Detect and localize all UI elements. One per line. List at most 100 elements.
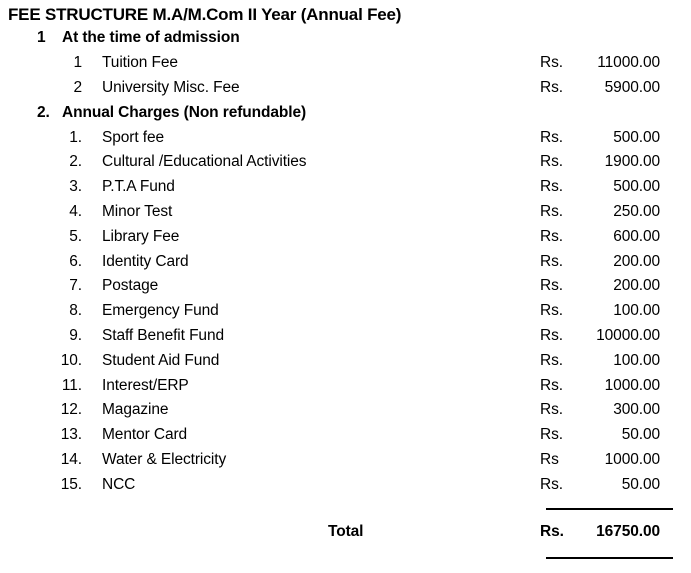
amount-value: 200.00 — [613, 252, 660, 270]
item-label: University Misc. Fee — [102, 78, 240, 96]
fee-item-row: 1 Tuition Fee Rs. 11000.00 — [0, 51, 691, 76]
item-number: 15. — [60, 475, 82, 493]
currency-label: Rs. — [540, 401, 563, 419]
item-number: 1. — [69, 128, 82, 146]
amount-value: 200.00 — [613, 277, 660, 295]
item-label: Interest/ERP — [102, 376, 189, 394]
amount-value: 10000.00 — [596, 326, 660, 344]
currency-label: Rs. — [540, 351, 563, 369]
fee-item-row: 15. NCC Rs. 50.00 — [0, 472, 691, 497]
amount-value: 500.00 — [613, 128, 660, 146]
section-heading-row: 1 At the time of admission — [0, 26, 691, 51]
fee-item-row: 13. Mentor Card Rs. 50.00 — [0, 423, 691, 448]
section-number: 1 — [37, 29, 46, 47]
item-number: 6. — [69, 252, 82, 270]
section-heading: Annual Charges (Non refundable) — [62, 103, 307, 121]
amount-value: 300.00 — [613, 401, 660, 419]
item-label: NCC — [102, 475, 136, 493]
item-label: Sport fee — [102, 128, 165, 146]
fee-item-row: 2. Cultural /Educational Activities Rs. 190… — [0, 150, 691, 175]
item-number: 2 — [73, 78, 82, 96]
currency-label: Rs. — [540, 153, 563, 171]
fee-item-row: 5. Library Fee Rs. 600.00 — [0, 224, 691, 249]
item-label: Emergency Fund — [102, 302, 219, 320]
currency-label: Rs. — [540, 277, 563, 295]
item-label: Staff Benefit Fund — [102, 326, 224, 344]
fee-table: 1 At the time of admission 1 Tuition Fee Rs.… — [0, 26, 691, 497]
section-heading: At the time of admission — [62, 29, 240, 47]
item-number: 11. — [61, 376, 82, 394]
total-rule-bottom — [546, 557, 673, 560]
total-row: Total Rs. 16750.00 — [0, 519, 691, 544]
item-label: Mentor Card — [102, 426, 188, 444]
item-label: Minor Test — [102, 202, 173, 220]
amount-value: 1900.00 — [604, 153, 660, 171]
fee-item-row: 7. Postage Rs. 200.00 — [0, 274, 691, 299]
currency-label: Rs. — [540, 54, 563, 72]
fee-item-row: 11. Interest/ERP Rs. 1000.00 — [0, 373, 691, 398]
currency-label: Rs. — [540, 376, 563, 394]
section-heading-row: 2. Annual Charges (Non refundable) — [0, 100, 691, 125]
currency-label: Rs. — [540, 128, 563, 146]
amount-value: 100.00 — [613, 302, 660, 320]
currency-label: Rs — [540, 450, 559, 468]
item-number: 5. — [69, 227, 82, 245]
item-label: Tuition Fee — [102, 54, 178, 72]
amount-value: 50.00 — [621, 426, 660, 444]
item-label: Library Fee — [102, 227, 180, 245]
amount-value: 50.00 — [621, 475, 660, 493]
fee-item-row: 1. Sport fee Rs. 500.00 — [0, 125, 691, 150]
amount-value: 600.00 — [613, 227, 660, 245]
item-number: 8. — [69, 302, 82, 320]
item-number: 1 — [73, 54, 82, 72]
item-label: Cultural /Educational Activities — [102, 153, 307, 171]
item-label: Postage — [102, 277, 159, 295]
item-label: Water & Electricity — [102, 450, 227, 468]
item-number: 9. — [69, 326, 82, 344]
currency-label: Rs. — [540, 178, 563, 196]
currency-label: Rs. — [540, 227, 563, 245]
currency-label: Rs. — [540, 426, 563, 444]
fee-item-row: 10. Student Aid Fund Rs. 100.00 — [0, 348, 691, 373]
item-label: Magazine — [102, 401, 169, 419]
item-label: Student Aid Fund — [102, 351, 220, 369]
item-number: 14. — [60, 450, 82, 468]
item-number: 2. — [69, 153, 82, 171]
fee-item-row: 9. Staff Benefit Fund Rs. 10000.00 — [0, 324, 691, 349]
fee-item-row: 4. Minor Test Rs. 250.00 — [0, 200, 691, 225]
item-number: 13. — [60, 426, 82, 444]
amount-value: 500.00 — [613, 178, 660, 196]
total-rule-top — [546, 508, 673, 511]
currency-label: Rs. — [540, 475, 563, 493]
item-number: 12. — [60, 401, 82, 419]
currency-label: Rs. — [540, 202, 563, 220]
amount-value: 250.00 — [613, 202, 660, 220]
currency-label: Rs. — [540, 252, 563, 270]
fee-item-row: 3. P.T.A Fund Rs. 500.00 — [0, 175, 691, 200]
fee-item-row: 8. Emergency Fund Rs. 100.00 — [0, 299, 691, 324]
fee-item-row: 14. Water & Electricity Rs 1000.00 — [0, 448, 691, 473]
currency-label: Rs. — [540, 302, 563, 320]
amount-value: 11000.00 — [597, 54, 660, 72]
fee-item-row: 12. Magazine Rs. 300.00 — [0, 398, 691, 423]
fee-item-row: 6. Identity Card Rs. 200.00 — [0, 249, 691, 274]
item-number: 4. — [69, 202, 82, 220]
item-number: 3. — [69, 178, 82, 196]
item-label: P.T.A Fund — [102, 178, 175, 196]
amount-value: 1000.00 — [604, 450, 660, 468]
item-number: 7. — [69, 277, 82, 295]
fee-item-row: 2 University Misc. Fee Rs. 5900.00 — [0, 76, 691, 101]
amount-value: 5900.00 — [604, 78, 660, 96]
currency-label: Rs. — [540, 78, 563, 96]
document-title: FEE STRUCTURE M.A/M.Com II Year (Annual … — [8, 5, 402, 24]
section-number: 2. — [37, 103, 50, 121]
total-currency-label: Rs. — [540, 522, 564, 540]
item-label: Identity Card — [102, 252, 189, 270]
total-label: Total — [328, 522, 364, 540]
currency-label: Rs. — [540, 326, 563, 344]
total-amount-value: 16750.00 — [596, 522, 660, 540]
item-number: 10. — [60, 351, 82, 369]
amount-value: 1000.00 — [604, 376, 660, 394]
amount-value: 100.00 — [613, 351, 660, 369]
